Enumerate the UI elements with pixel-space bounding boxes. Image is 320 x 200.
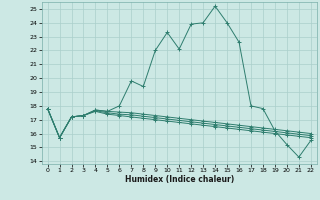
X-axis label: Humidex (Indice chaleur): Humidex (Indice chaleur) xyxy=(124,175,234,184)
